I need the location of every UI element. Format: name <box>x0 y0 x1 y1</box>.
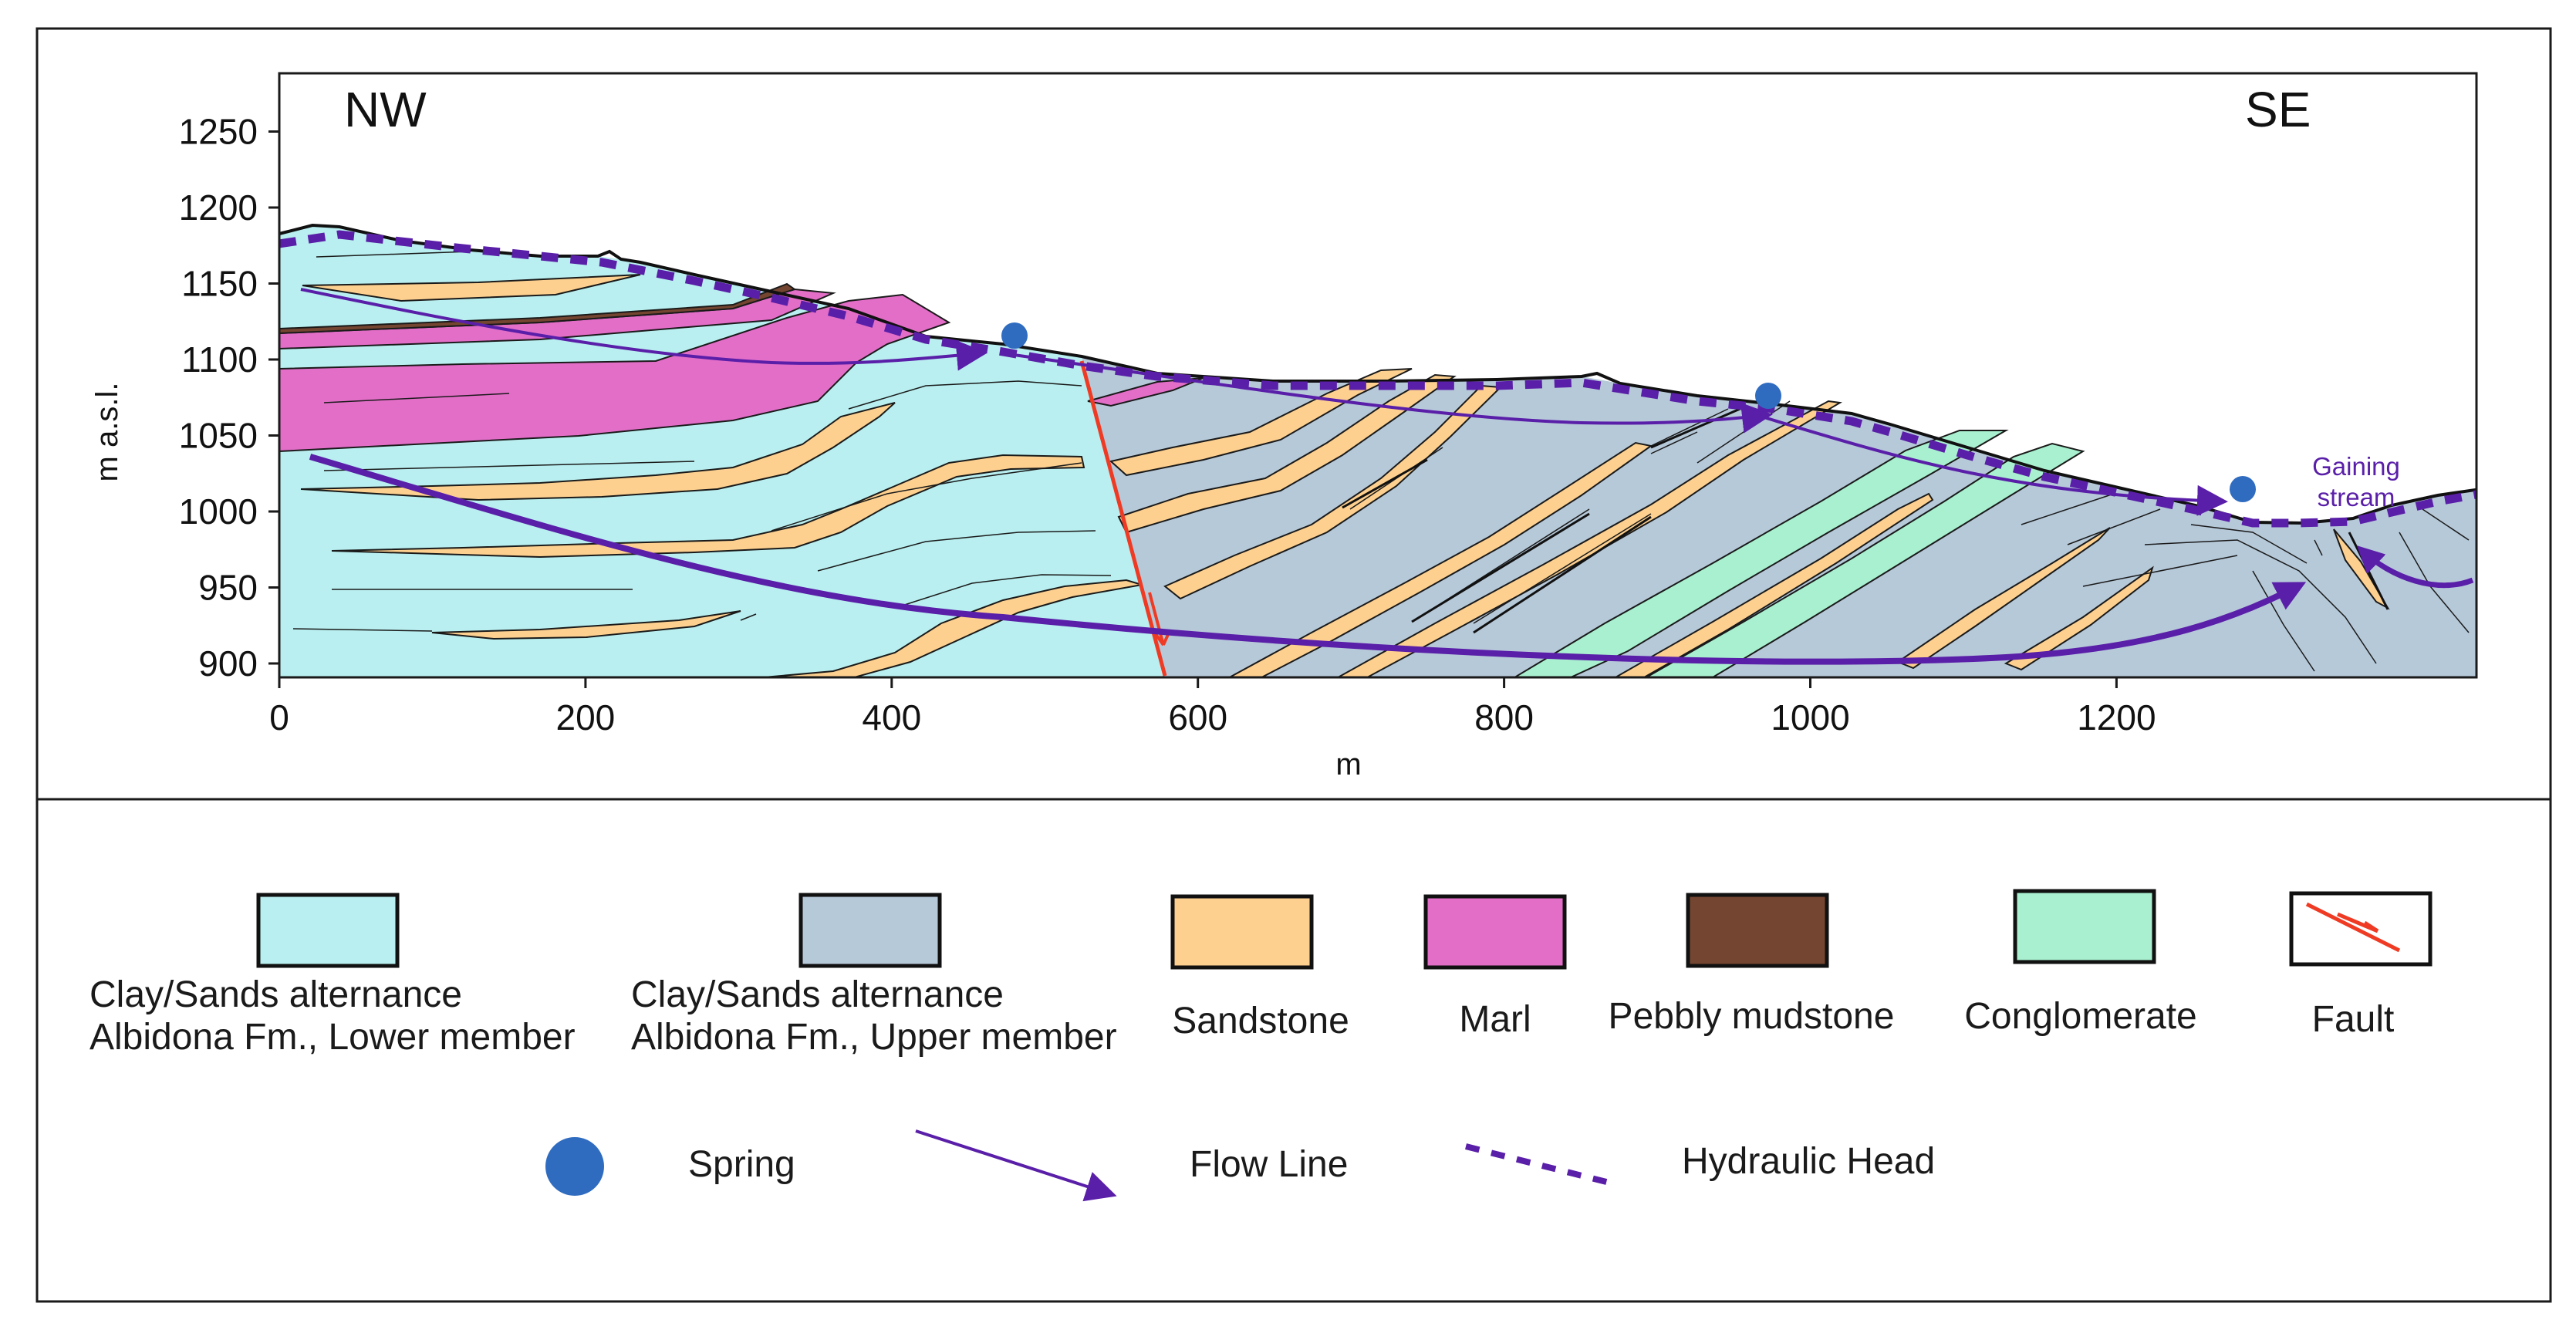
x-tick-label: 1200 <box>2077 697 2156 738</box>
x-tick-label: 600 <box>1168 697 1227 738</box>
y-tick-label: 1200 <box>179 187 258 228</box>
y-axis: 1250 1200 1150 1100 1050 1000 950 900 <box>179 112 279 684</box>
flow-line-mid <box>1002 352 1773 434</box>
orientation-se: SE <box>2245 82 2311 137</box>
spring-marker <box>1755 383 1781 409</box>
legend-swatch-marl <box>1423 894 1567 970</box>
x-tick-label: 800 <box>1474 697 1534 738</box>
y-tick-label: 1150 <box>181 264 258 304</box>
flow-line-shallow <box>300 288 988 371</box>
legend-swatch-lower-member <box>256 893 400 968</box>
legend-flow-line-symbol <box>915 1129 1117 1202</box>
flow-line-downslope <box>1751 412 2228 516</box>
y-axis-label: m a.s.l. <box>90 383 124 482</box>
legend-spring-symbol <box>545 1137 604 1196</box>
legend-label-marl: Marl <box>1459 999 1531 1040</box>
y-tick-label: 900 <box>198 643 258 684</box>
gaining-stream-label: stream <box>2318 483 2395 511</box>
legend-swatch-conglomerate <box>2013 889 2156 964</box>
sandstone-lenses-lower <box>300 274 1143 677</box>
plot-border <box>278 72 2478 679</box>
legend-label-sandstone: Sandstone <box>1172 1001 1349 1041</box>
orientation-nw: NW <box>344 82 427 137</box>
legend-swatch-sandstone <box>1170 894 1314 970</box>
legend-label-hydraulic-head: Hydraulic Head <box>1682 1141 1936 1182</box>
x-axis-label: m <box>1335 748 1361 781</box>
flow-line-deep <box>309 454 2307 665</box>
legend-label-fault: Fault <box>2311 999 2395 1040</box>
unit-pebbly-mudstone <box>279 282 797 335</box>
sandstone-beds-upper <box>1109 368 2390 677</box>
y-tick-label: 1100 <box>181 339 258 380</box>
gaining-stream-label: Gaining <box>2312 452 2400 481</box>
conglomerate-beds <box>1513 430 2085 677</box>
legend-swatch-fault <box>2289 891 2433 967</box>
hydraulic-head-line <box>279 230 2476 528</box>
y-tick-label: 1050 <box>179 416 258 456</box>
unit-marl-small <box>1087 377 1204 407</box>
legend-label-lower-member: Clay/Sands alternance Albidona Fm., Lowe… <box>89 974 576 1058</box>
y-tick-label: 1000 <box>179 491 258 532</box>
legend-swatch-pebbly-mudstone <box>1686 893 1829 968</box>
geology-layers <box>279 223 2476 677</box>
legend-label-upper-member: Clay/Sands alternance Albidona Fm., Uppe… <box>631 974 1117 1058</box>
legend-swatch-upper-member <box>798 893 942 968</box>
y-tick-label: 950 <box>198 568 258 608</box>
spring-marker <box>1001 322 1028 349</box>
y-tick-label: 1250 <box>179 112 258 152</box>
spring-marker <box>2230 476 2256 502</box>
legend-label-conglomerate: Conglomerate <box>1964 996 2197 1037</box>
x-axis: 0 200 400 600 800 1000 1200 <box>269 677 2156 738</box>
x-tick-label: 200 <box>556 697 616 738</box>
x-tick-label: 1000 <box>1771 697 1849 738</box>
legend-label-pebbly-mudstone: Pebbly mudstone <box>1608 996 1895 1037</box>
legend-label-flow-line: Flow Line <box>1190 1144 1349 1185</box>
legend-label-spring: Spring <box>688 1144 795 1185</box>
flow-line-stream <box>2356 545 2474 589</box>
x-tick-label: 0 <box>269 697 289 738</box>
x-tick-label: 400 <box>862 697 921 738</box>
